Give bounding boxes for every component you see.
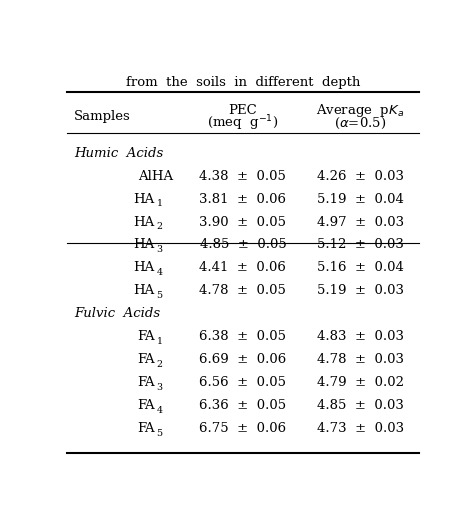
Text: 1: 1 xyxy=(156,337,163,346)
Text: 3: 3 xyxy=(156,245,163,254)
Text: 6.38  ±  0.05: 6.38 ± 0.05 xyxy=(200,330,286,343)
Text: 3.90  ±  0.05: 3.90 ± 0.05 xyxy=(200,216,286,229)
Text: 6.56  ±  0.05: 6.56 ± 0.05 xyxy=(200,376,286,389)
Text: AlHA: AlHA xyxy=(138,170,173,183)
Text: 4: 4 xyxy=(156,268,163,277)
Text: 4.73  ±  0.03: 4.73 ± 0.03 xyxy=(317,422,404,435)
Text: 4.85  ±  0.03: 4.85 ± 0.03 xyxy=(317,399,404,412)
Text: 4.38  ±  0.05: 4.38 ± 0.05 xyxy=(200,170,286,183)
Text: 6.36  ±  0.05: 6.36 ± 0.05 xyxy=(200,399,286,412)
Text: 4.78  ±  0.05: 4.78 ± 0.05 xyxy=(200,284,286,297)
Text: 1: 1 xyxy=(156,199,163,208)
Text: FA: FA xyxy=(137,422,155,435)
Text: HA: HA xyxy=(134,238,155,251)
Text: FA: FA xyxy=(137,330,155,343)
Text: HA: HA xyxy=(134,262,155,275)
Text: 5: 5 xyxy=(156,291,163,300)
Text: 3.81  ±  0.06: 3.81 ± 0.06 xyxy=(200,192,286,205)
Text: 5.12  ±  0.03: 5.12 ± 0.03 xyxy=(317,238,404,251)
Text: 4.79  ±  0.02: 4.79 ± 0.02 xyxy=(317,376,404,389)
Text: HA: HA xyxy=(134,216,155,229)
Text: 5.19  ±  0.03: 5.19 ± 0.03 xyxy=(317,284,404,297)
Text: FA: FA xyxy=(137,353,155,366)
Text: 6.69  ±  0.06: 6.69 ± 0.06 xyxy=(199,353,287,366)
Text: HA: HA xyxy=(134,192,155,205)
Text: (meq  g$^{-1}$): (meq g$^{-1}$) xyxy=(207,114,279,133)
Text: HA: HA xyxy=(134,284,155,297)
Text: Humic  Acids: Humic Acids xyxy=(74,147,163,159)
Text: 5.19  ±  0.04: 5.19 ± 0.04 xyxy=(317,192,404,205)
Text: Samples: Samples xyxy=(74,110,131,123)
Text: 2: 2 xyxy=(156,360,163,368)
Text: 4.26  ±  0.03: 4.26 ± 0.03 xyxy=(317,170,404,183)
Text: PEC: PEC xyxy=(228,104,257,117)
Text: Average  p$K_a$: Average p$K_a$ xyxy=(316,102,405,119)
Text: 4.83  ±  0.03: 4.83 ± 0.03 xyxy=(317,330,404,343)
Text: FA: FA xyxy=(137,376,155,389)
Text: 6.75  ±  0.06: 6.75 ± 0.06 xyxy=(200,422,286,435)
Text: FA: FA xyxy=(137,399,155,412)
Text: 4: 4 xyxy=(156,406,163,414)
Text: 4.41  ±  0.06: 4.41 ± 0.06 xyxy=(200,262,286,275)
Text: 4.78  ±  0.03: 4.78 ± 0.03 xyxy=(317,353,404,366)
Text: 2: 2 xyxy=(156,222,163,231)
Text: 4.97  ±  0.03: 4.97 ± 0.03 xyxy=(317,216,404,229)
Text: Fulvic  Acids: Fulvic Acids xyxy=(74,308,160,320)
Text: from  the  soils  in  different  depth: from the soils in different depth xyxy=(126,76,360,89)
Text: 5.16  ±  0.04: 5.16 ± 0.04 xyxy=(317,262,404,275)
Text: 5: 5 xyxy=(156,428,163,438)
Text: 4.85  ±  0.05: 4.85 ± 0.05 xyxy=(200,238,286,251)
Text: ($\alpha$=0.5): ($\alpha$=0.5) xyxy=(334,116,387,131)
Text: 3: 3 xyxy=(156,382,163,392)
